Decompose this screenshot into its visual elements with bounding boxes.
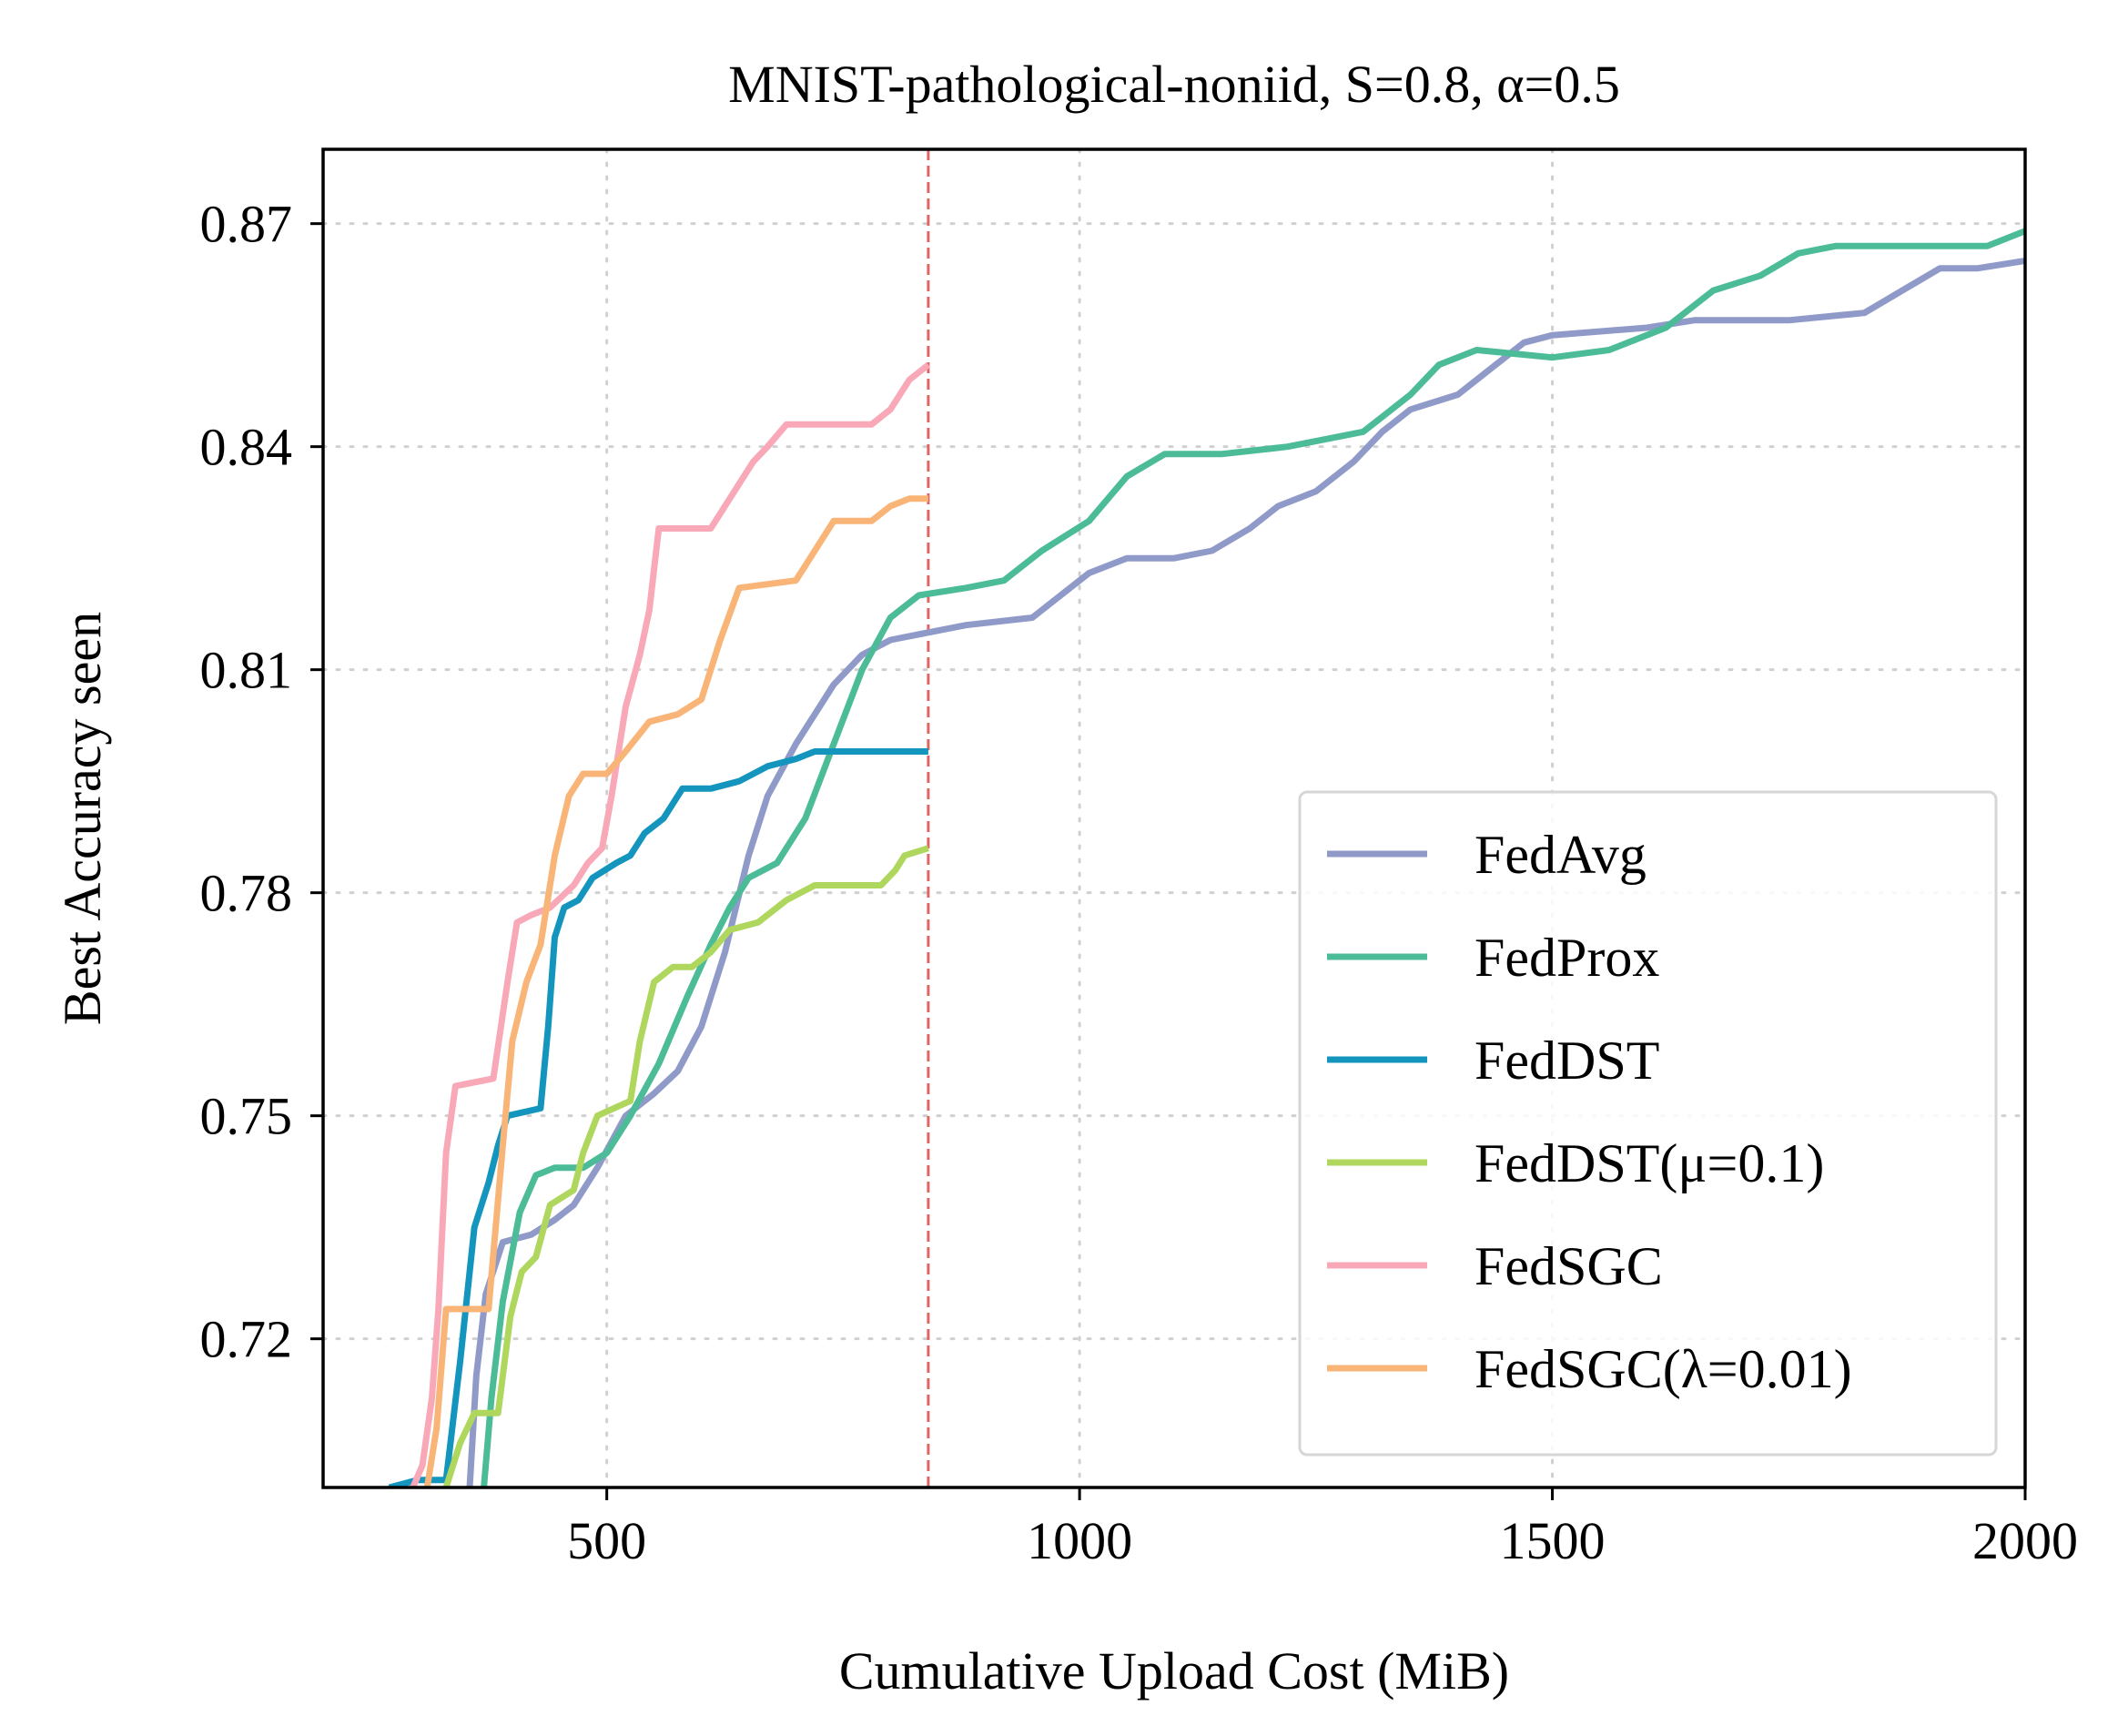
legend-label-fedprox: FedProx	[1474, 928, 1659, 988]
series-line-fedsgc-0-01	[423, 495, 928, 1487]
chart-title: MNIST-pathological-noniid, S=0.8, α=0.5	[728, 55, 1620, 114]
legend-label-fedavg: FedAvg	[1474, 825, 1647, 885]
y-tick-label: 0.72	[200, 1310, 293, 1369]
legend-label-feddst-0-1: FedDST(μ=0.1)	[1474, 1133, 1824, 1193]
legend: FedAvg FedProx FedDST FedDST(μ=0.1) FedSGC Fe…	[1298, 790, 1998, 1457]
legend-items: FedAvg FedProx FedDST FedDST(μ=0.1) FedSGC Fe…	[1327, 825, 1852, 1399]
y-tick-label: 0.87	[200, 195, 293, 254]
x-tick-label: 1000	[1027, 1511, 1132, 1570]
legend-label-feddst: FedDST	[1474, 1030, 1659, 1091]
plot-frame	[321, 147, 2027, 1489]
series-line-feddst	[388, 748, 928, 1487]
y-tick-label: 0.84	[200, 418, 293, 477]
x-tick-label: 2000	[1972, 1511, 2078, 1570]
x-tick-label: 1500	[1500, 1511, 1606, 1570]
y-tick-label: 0.81	[200, 641, 293, 700]
series-line-fedprox	[481, 228, 2025, 1487]
series-group	[388, 228, 2025, 1487]
y-axis-label: Best Accuracy seen	[53, 612, 112, 1025]
series-line-feddst-0-1	[442, 845, 929, 1487]
x-tick-label: 500	[567, 1511, 646, 1570]
y-tick-label: 0.75	[200, 1087, 293, 1146]
x-axis-label: Cumulative Upload Cost (MiB)	[839, 1641, 1509, 1700]
legend-box	[1298, 790, 1998, 1457]
series-line-fedsgc	[410, 362, 931, 1487]
y-tick-label: 0.78	[200, 864, 293, 923]
ticks: 500 1000 1500 2000 0.72 0.75 0.78 0.81 0.84 0.87	[200, 195, 2079, 1570]
legend-label-fedsgc: FedSGC	[1474, 1236, 1663, 1296]
legend-label-fedsgc-0-01: FedSGC(λ=0.01)	[1474, 1339, 1852, 1399]
